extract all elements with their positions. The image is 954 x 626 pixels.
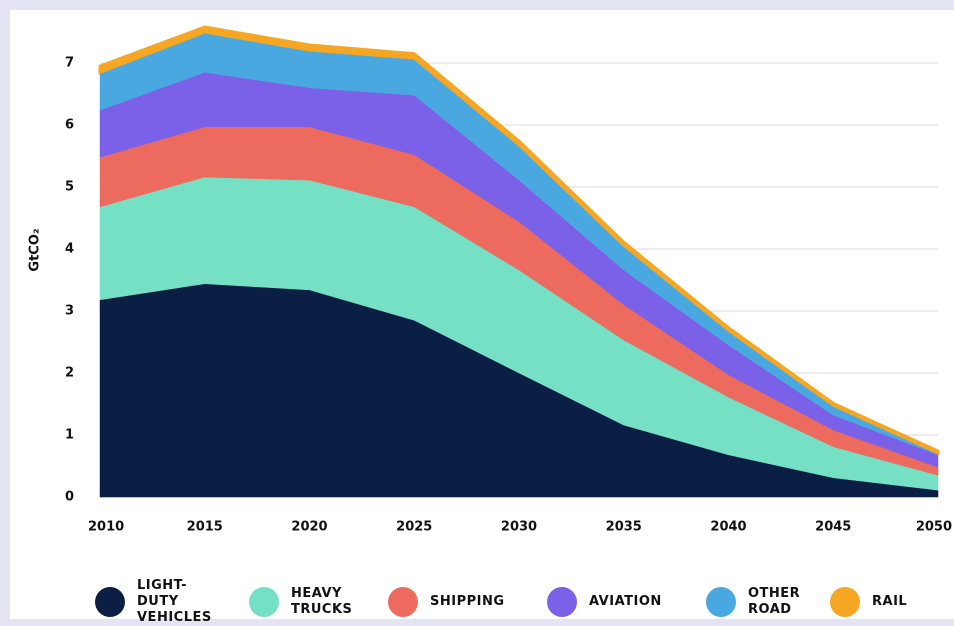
y-tick-label: 1: [65, 428, 74, 443]
legend-item: OTHER ROAD: [706, 578, 808, 626]
x-tick-label: 2035: [606, 520, 642, 535]
legend-label: HEAVY TRUCKS: [291, 586, 353, 617]
x-tick-label: 2030: [501, 520, 537, 535]
x-tick-label: 2015: [187, 520, 223, 535]
x-tick-label: 2025: [396, 520, 432, 535]
y-tick-label: 4: [65, 242, 74, 257]
legend-swatch: [95, 587, 125, 617]
y-tick-label: 0: [65, 490, 74, 505]
legend-swatch: [706, 587, 736, 617]
x-tick-label: 2010: [88, 520, 124, 535]
legend-label: AVIATION: [589, 594, 662, 609]
chart: GtCO₂ 0 1 2 3 4 5 6 7 2010 2015 2020 2025 2030 2035 20…: [28, 25, 952, 535]
y-tick-label: 7: [65, 56, 74, 71]
y-tick-label: 3: [65, 304, 74, 319]
legend-swatch: [830, 587, 860, 617]
legend-item: HEAVY TRUCKS: [249, 578, 366, 626]
legend-item: SHIPPING: [388, 578, 525, 626]
y-tick-label: 5: [65, 180, 74, 195]
legend-swatch: [547, 587, 577, 617]
y-tick-label: 6: [65, 118, 74, 133]
x-tick-label: 2040: [710, 520, 746, 535]
legend-label: RAIL: [872, 594, 908, 609]
x-tick-label: 2050: [916, 520, 952, 535]
x-tick-label: 2045: [815, 520, 851, 535]
legend-item: RAIL: [830, 578, 912, 626]
y-axis-label: GtCO₂: [28, 228, 43, 271]
area: [98, 25, 940, 456]
legend-label: SHIPPING: [430, 594, 505, 609]
legend-swatch: [388, 587, 418, 617]
legend-item: AVIATION: [547, 578, 684, 626]
x-tick-label: 2020: [291, 520, 327, 535]
legend-label: OTHER ROAD: [748, 586, 801, 617]
legend-swatch: [249, 587, 279, 617]
y-tick-label: 2: [65, 366, 74, 381]
panel: GtCO₂ 0 1 2 3 4 5 6 7 2010 2015 2020 2025 2030 2035 20…: [10, 10, 954, 625]
